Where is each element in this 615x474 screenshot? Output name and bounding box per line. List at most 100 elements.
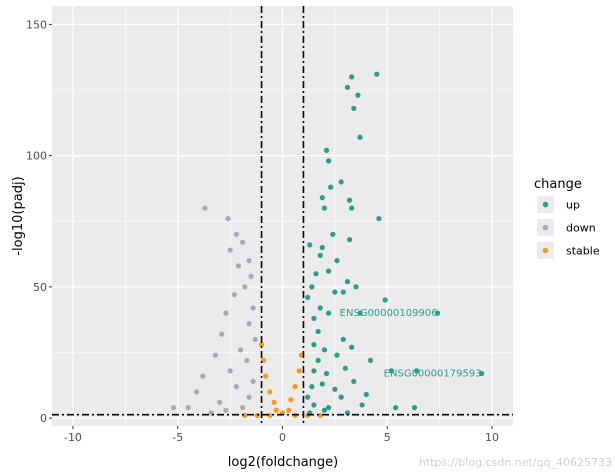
x-tick-label: -5 xyxy=(172,431,183,444)
point-up xyxy=(307,242,313,248)
point-down xyxy=(233,231,239,237)
point-down xyxy=(227,368,233,374)
legend-label-down: down xyxy=(566,222,596,235)
point-stable xyxy=(288,397,294,403)
legend: change up down stable xyxy=(534,177,600,259)
point-up xyxy=(340,289,346,295)
point-up xyxy=(355,92,361,98)
point-stable xyxy=(263,373,269,379)
x-tick-label: -10 xyxy=(64,431,82,444)
point-up xyxy=(323,370,330,377)
point-down xyxy=(170,405,177,411)
data-points xyxy=(170,71,485,419)
y-axis-title: -log10(padj) xyxy=(11,176,26,255)
point-down xyxy=(223,310,229,316)
annotation-label: ENSG00000109906 xyxy=(340,308,438,319)
point-up xyxy=(367,357,374,363)
point-down xyxy=(248,273,254,279)
point-up xyxy=(305,394,311,400)
point-down xyxy=(242,284,248,290)
annotation-label: ENSG00000179593 xyxy=(384,369,482,380)
point-up xyxy=(353,284,359,290)
y-tick-label: 150 xyxy=(26,18,47,31)
legend-title: change xyxy=(534,177,582,192)
point-up xyxy=(311,315,317,321)
point-down xyxy=(231,292,237,298)
point-up xyxy=(382,297,388,303)
x-tick-label: 5 xyxy=(384,431,391,444)
point-stable xyxy=(258,342,265,348)
point-up xyxy=(342,365,348,371)
x-tick-label: 0 xyxy=(279,431,286,444)
point-down xyxy=(219,331,225,337)
point-up xyxy=(334,352,340,358)
grid-lines xyxy=(52,6,513,426)
point-up xyxy=(351,378,357,384)
point-up xyxy=(326,405,332,411)
point-up xyxy=(393,405,399,411)
point-down xyxy=(200,373,206,379)
point-up xyxy=(388,368,395,374)
point-down xyxy=(250,378,256,384)
point-up xyxy=(309,384,315,390)
point-up xyxy=(313,271,319,277)
point-up xyxy=(305,294,311,300)
point-down xyxy=(233,384,239,390)
point-up xyxy=(411,405,418,411)
x-tick-label: 10 xyxy=(485,431,499,444)
x-axis-ticks: -10 -5 0 5 10 xyxy=(64,426,499,444)
y-tick-label: 50 xyxy=(33,281,47,294)
point-up xyxy=(328,184,334,190)
point-up xyxy=(315,357,321,363)
point-up xyxy=(340,336,346,342)
point-up xyxy=(338,394,344,400)
point-stable xyxy=(296,368,302,374)
point-up xyxy=(319,381,325,387)
point-up xyxy=(326,158,332,164)
point-up xyxy=(319,244,325,251)
point-up xyxy=(344,84,351,90)
point-up xyxy=(357,310,363,316)
point-up xyxy=(315,328,321,335)
point-down xyxy=(235,263,242,269)
legend-swatch-up xyxy=(542,201,549,208)
y-tick-label: 100 xyxy=(26,150,47,163)
point-up xyxy=(349,74,355,80)
point-down xyxy=(244,357,250,363)
point-down xyxy=(212,352,219,358)
legend-label-up: up xyxy=(566,199,580,212)
threshold-lines xyxy=(52,6,513,426)
point-up xyxy=(344,279,351,285)
point-up xyxy=(332,289,338,295)
point-down xyxy=(193,389,200,395)
point-down xyxy=(237,347,244,353)
legend-swatch-stable xyxy=(542,247,549,254)
point-up xyxy=(349,344,355,350)
point-down xyxy=(225,216,231,222)
point-down xyxy=(240,405,246,411)
point-up xyxy=(330,231,336,237)
point-down xyxy=(223,407,229,413)
point-up xyxy=(317,305,323,311)
point-up xyxy=(346,237,353,243)
point-stable xyxy=(292,384,298,390)
point-up xyxy=(311,368,317,374)
point-up xyxy=(321,205,328,211)
point-up xyxy=(414,368,420,374)
y-axis-ticks: 0 50 100 150 xyxy=(26,18,52,425)
point-down xyxy=(227,247,233,253)
point-up xyxy=(309,284,315,290)
point-up xyxy=(311,342,317,348)
point-up xyxy=(311,402,317,408)
point-up xyxy=(334,258,340,264)
point-up xyxy=(359,402,365,408)
point-up xyxy=(326,310,332,316)
point-stable xyxy=(286,407,292,413)
point-up xyxy=(357,134,363,140)
point-down xyxy=(246,258,252,264)
point-stable xyxy=(267,389,273,395)
point-up xyxy=(338,179,344,185)
point-up xyxy=(319,195,325,201)
point-down xyxy=(185,405,191,411)
